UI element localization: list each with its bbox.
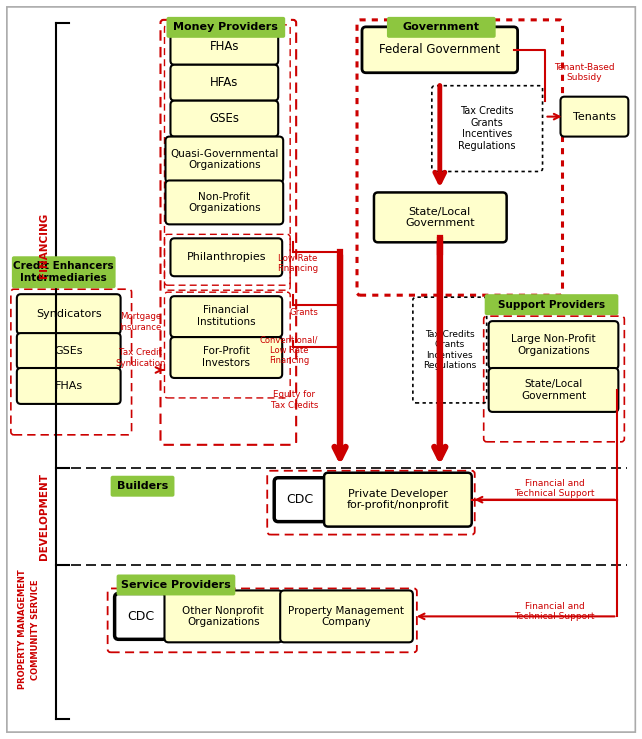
Text: Low Rate
Financing: Low Rate Financing <box>277 253 318 273</box>
FancyBboxPatch shape <box>171 238 282 276</box>
Text: Private Developer
for-profit/nonprofit: Private Developer for-profit/nonprofit <box>347 489 449 511</box>
FancyBboxPatch shape <box>374 192 507 242</box>
FancyBboxPatch shape <box>117 574 236 596</box>
Text: Philanthropies: Philanthropies <box>187 252 266 262</box>
FancyBboxPatch shape <box>166 17 285 38</box>
Text: Property Management
Company: Property Management Company <box>288 605 404 627</box>
FancyBboxPatch shape <box>7 7 636 732</box>
Text: Quasi-Governmental
Organizations: Quasi-Governmental Organizations <box>170 149 279 170</box>
FancyBboxPatch shape <box>17 294 121 334</box>
Text: State/Local
Government: State/Local Government <box>521 379 586 401</box>
FancyBboxPatch shape <box>387 17 496 38</box>
Text: Tax Credits
Grants
Incentives
Regulations: Tax Credits Grants Incentives Regulation… <box>423 330 476 370</box>
Text: GSEs: GSEs <box>209 112 239 125</box>
Text: CDC: CDC <box>286 493 314 506</box>
Text: Large Non-Profit
Organizations: Large Non-Profit Organizations <box>511 334 596 356</box>
Text: CDC: CDC <box>127 610 154 623</box>
Text: Financial
Institutions: Financial Institutions <box>197 305 256 327</box>
FancyBboxPatch shape <box>164 590 282 642</box>
Text: Builders: Builders <box>117 481 168 491</box>
Text: Tenant-Based
Subsidy: Tenant-Based Subsidy <box>554 63 615 83</box>
FancyBboxPatch shape <box>115 593 166 639</box>
Text: Financial and
Technical Support: Financial and Technical Support <box>514 479 594 498</box>
FancyBboxPatch shape <box>171 296 282 337</box>
FancyBboxPatch shape <box>171 65 278 101</box>
Text: Service Providers: Service Providers <box>121 580 231 590</box>
Text: DEVELOPMENT: DEVELOPMENT <box>39 473 49 560</box>
FancyBboxPatch shape <box>489 321 618 369</box>
Text: Grants: Grants <box>290 307 318 316</box>
FancyBboxPatch shape <box>171 29 278 65</box>
FancyBboxPatch shape <box>171 337 282 378</box>
FancyBboxPatch shape <box>560 97 629 137</box>
Text: Support Providers: Support Providers <box>498 299 605 310</box>
FancyBboxPatch shape <box>166 180 283 225</box>
Text: COMMUNITY SERVICE: COMMUNITY SERVICE <box>31 579 40 680</box>
Text: Tax Credits
Grants
Incentives
Regulations: Tax Credits Grants Incentives Regulation… <box>458 106 516 151</box>
Text: Non-Profit
Organizations: Non-Profit Organizations <box>188 191 261 214</box>
Text: For-Profit
Investors: For-Profit Investors <box>202 347 250 368</box>
FancyBboxPatch shape <box>171 101 278 137</box>
Text: Tenants: Tenants <box>573 112 616 122</box>
FancyBboxPatch shape <box>17 333 121 369</box>
Text: FINANCING: FINANCING <box>39 213 49 278</box>
FancyBboxPatch shape <box>280 590 413 642</box>
FancyBboxPatch shape <box>110 476 175 497</box>
Text: FHAs: FHAs <box>55 381 83 391</box>
Text: Government: Government <box>403 22 480 33</box>
Text: PROPERTY MANAGEMENT: PROPERTY MANAGEMENT <box>19 570 28 689</box>
Text: State/Local
Government: State/Local Government <box>405 207 474 228</box>
Text: Syndicators: Syndicators <box>36 309 101 319</box>
Text: Federal Government: Federal Government <box>379 44 500 56</box>
Text: Equity for
Tax Credits: Equity for Tax Credits <box>271 390 318 409</box>
FancyBboxPatch shape <box>274 477 326 522</box>
FancyBboxPatch shape <box>485 294 618 315</box>
FancyBboxPatch shape <box>12 256 116 288</box>
Text: Financial and
Technical Support: Financial and Technical Support <box>514 602 594 621</box>
Text: Conventional/
Low Rate
Financing: Conventional/ Low Rate Financing <box>259 336 318 365</box>
Text: Mortgage
Insurance: Mortgage Insurance <box>119 313 162 332</box>
Text: HFAs: HFAs <box>210 76 239 89</box>
Text: FHAs: FHAs <box>209 41 239 53</box>
Text: Credit Enhancers
Intermediaries: Credit Enhancers Intermediaries <box>13 262 114 283</box>
FancyBboxPatch shape <box>324 473 472 527</box>
FancyBboxPatch shape <box>166 137 283 183</box>
Text: GSEs: GSEs <box>55 346 83 356</box>
FancyBboxPatch shape <box>17 368 121 404</box>
FancyBboxPatch shape <box>362 27 517 72</box>
Text: Tax Credit
Syndication: Tax Credit Syndication <box>116 348 166 368</box>
Text: Other Nonprofit
Organizations: Other Nonprofit Organizations <box>182 605 265 627</box>
Text: Money Providers: Money Providers <box>173 22 278 33</box>
FancyBboxPatch shape <box>489 368 618 412</box>
